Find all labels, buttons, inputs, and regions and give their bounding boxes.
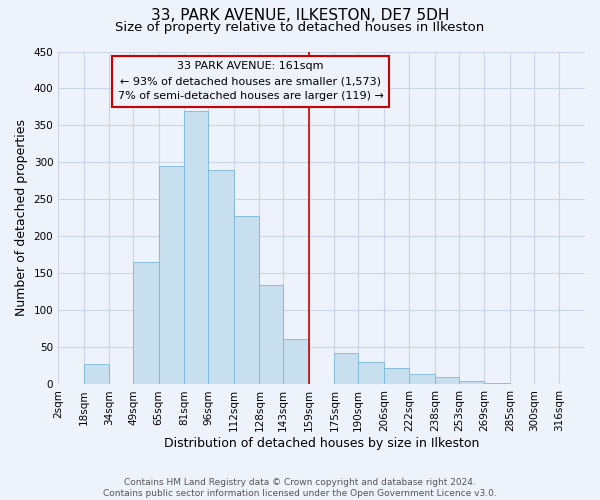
- X-axis label: Distribution of detached houses by size in Ilkeston: Distribution of detached houses by size …: [164, 437, 479, 450]
- Text: Contains HM Land Registry data © Crown copyright and database right 2024.
Contai: Contains HM Land Registry data © Crown c…: [103, 478, 497, 498]
- Bar: [334, 354, 358, 384]
- Bar: [84, 364, 109, 384]
- Bar: [409, 374, 435, 384]
- Bar: [484, 383, 510, 384]
- Bar: [358, 362, 384, 384]
- Bar: [184, 110, 208, 384]
- Bar: [384, 368, 409, 384]
- Bar: [159, 166, 184, 384]
- Bar: [234, 216, 259, 384]
- Text: 33 PARK AVENUE: 161sqm
← 93% of detached houses are smaller (1,573)
7% of semi-d: 33 PARK AVENUE: 161sqm ← 93% of detached…: [118, 62, 383, 101]
- Bar: [283, 338, 309, 384]
- Bar: [459, 381, 484, 384]
- Bar: [435, 377, 459, 384]
- Y-axis label: Number of detached properties: Number of detached properties: [15, 120, 28, 316]
- Text: 33, PARK AVENUE, ILKESTON, DE7 5DH: 33, PARK AVENUE, ILKESTON, DE7 5DH: [151, 8, 449, 22]
- Bar: [208, 170, 234, 384]
- Bar: [259, 284, 283, 384]
- Bar: [133, 262, 159, 384]
- Text: Size of property relative to detached houses in Ilkeston: Size of property relative to detached ho…: [115, 21, 485, 34]
